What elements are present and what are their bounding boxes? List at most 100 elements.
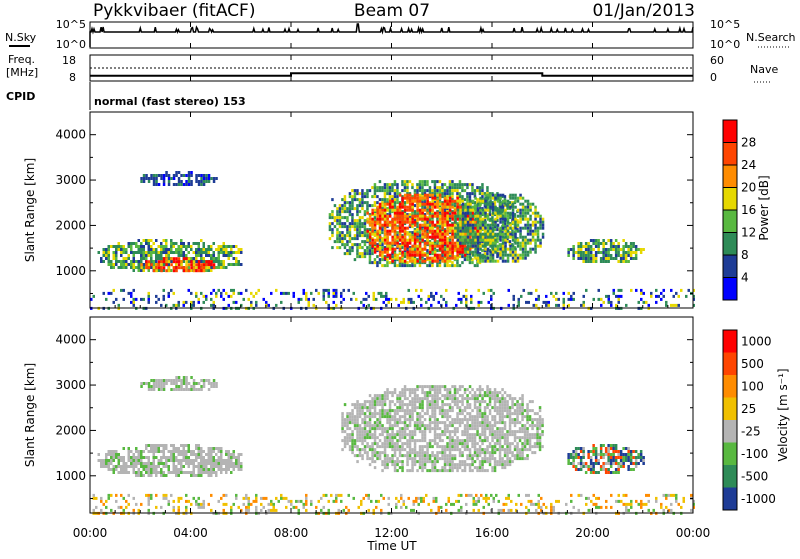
power-cell bbox=[331, 246, 334, 249]
power-cell bbox=[431, 257, 434, 260]
power-bar-swatch bbox=[723, 233, 737, 256]
velocity-cell bbox=[391, 427, 394, 430]
power-cell bbox=[381, 212, 384, 215]
power-cell bbox=[522, 227, 525, 230]
velocity-cell bbox=[399, 391, 402, 394]
power-cell bbox=[509, 251, 512, 254]
power-cell bbox=[344, 246, 347, 249]
velocity-cell bbox=[426, 424, 429, 427]
power-cell bbox=[118, 248, 121, 251]
velocity-cell bbox=[371, 412, 374, 415]
power-cell bbox=[374, 251, 377, 254]
power-cell bbox=[444, 183, 447, 186]
power-cell bbox=[411, 264, 414, 267]
power-cell bbox=[349, 222, 352, 225]
power-cell bbox=[466, 195, 469, 198]
power-cell bbox=[414, 264, 417, 267]
power-cell bbox=[580, 248, 583, 251]
power-cell bbox=[542, 224, 545, 227]
power-cell bbox=[497, 209, 500, 212]
power-cell bbox=[356, 204, 359, 207]
power-cell bbox=[175, 266, 178, 269]
power-cell bbox=[428, 295, 431, 298]
power-cell bbox=[356, 255, 359, 258]
power-cell bbox=[205, 254, 208, 257]
velocity-cell bbox=[215, 459, 218, 462]
power-cell bbox=[504, 260, 507, 263]
velocity-cell bbox=[399, 445, 402, 448]
power-cell bbox=[429, 242, 432, 245]
power-cell bbox=[401, 206, 404, 209]
velocity-cell bbox=[371, 460, 374, 463]
power-cell bbox=[185, 248, 188, 251]
power-cell bbox=[454, 230, 457, 233]
power-cell bbox=[487, 230, 490, 233]
power-cell bbox=[421, 239, 424, 242]
velocity-cell bbox=[406, 454, 409, 457]
power-cell bbox=[414, 254, 417, 257]
velocity-cell bbox=[140, 456, 143, 459]
power-cell bbox=[524, 212, 527, 215]
power-cell bbox=[391, 221, 394, 224]
power-cell bbox=[384, 264, 387, 267]
power-cell bbox=[361, 216, 364, 219]
power-cell bbox=[627, 251, 630, 254]
power-cell bbox=[118, 304, 121, 307]
velocity-cell bbox=[346, 412, 349, 415]
velocity-cell bbox=[449, 430, 452, 433]
power-cell bbox=[476, 264, 479, 267]
velocity-cell bbox=[366, 445, 369, 448]
velocity-cell bbox=[364, 436, 367, 439]
velocity-cell bbox=[411, 403, 414, 406]
velocity-cell bbox=[409, 400, 412, 403]
velocity-cell bbox=[444, 454, 447, 457]
velocity-cell bbox=[198, 453, 201, 456]
power-cell bbox=[587, 251, 590, 254]
power-cell bbox=[527, 239, 530, 242]
velocity-cell bbox=[426, 409, 429, 412]
velocity-cell bbox=[411, 397, 414, 400]
power-cell bbox=[512, 221, 515, 224]
power-cell bbox=[602, 257, 605, 260]
power-cell bbox=[325, 289, 328, 292]
velocity-cell bbox=[451, 457, 454, 460]
velocity-cell bbox=[366, 421, 369, 424]
velocity-cell bbox=[354, 418, 357, 421]
power-cell bbox=[512, 227, 515, 230]
velocity-cell bbox=[389, 415, 392, 418]
power-cell bbox=[459, 206, 462, 209]
velocity-cell bbox=[419, 415, 422, 418]
velocity-cell bbox=[361, 403, 364, 406]
power-cell bbox=[426, 257, 429, 260]
velocity-cell bbox=[148, 471, 151, 474]
velocity-cell bbox=[431, 466, 434, 469]
power-cell bbox=[335, 292, 338, 295]
velocity-cell bbox=[434, 433, 437, 436]
power-cell bbox=[597, 239, 600, 242]
velocity-cell bbox=[454, 397, 457, 400]
power-cell bbox=[519, 233, 522, 236]
power-cell bbox=[384, 236, 387, 239]
velocity-cell bbox=[384, 394, 387, 397]
power-cell bbox=[469, 242, 472, 245]
power-cell bbox=[439, 180, 442, 183]
velocity-cell bbox=[451, 394, 454, 397]
power-cell bbox=[497, 212, 500, 215]
power-cell bbox=[456, 192, 459, 195]
power-cell bbox=[364, 249, 367, 252]
power-cell bbox=[404, 221, 407, 224]
velocity-cell bbox=[439, 385, 442, 388]
velocity-cell bbox=[344, 424, 347, 427]
velocity-cell bbox=[439, 433, 442, 436]
velocity-cell bbox=[449, 463, 452, 466]
power-cell bbox=[150, 251, 153, 254]
power-cell bbox=[444, 212, 447, 215]
nsearch-tick-bottom: 10^0 bbox=[710, 38, 740, 51]
power-cell bbox=[203, 177, 206, 180]
power-cell bbox=[203, 174, 206, 177]
power-cell bbox=[339, 240, 342, 243]
velocity-cell bbox=[379, 421, 382, 424]
power-cell bbox=[625, 257, 628, 260]
velocity-cell bbox=[404, 424, 407, 427]
power-cell bbox=[369, 224, 372, 227]
